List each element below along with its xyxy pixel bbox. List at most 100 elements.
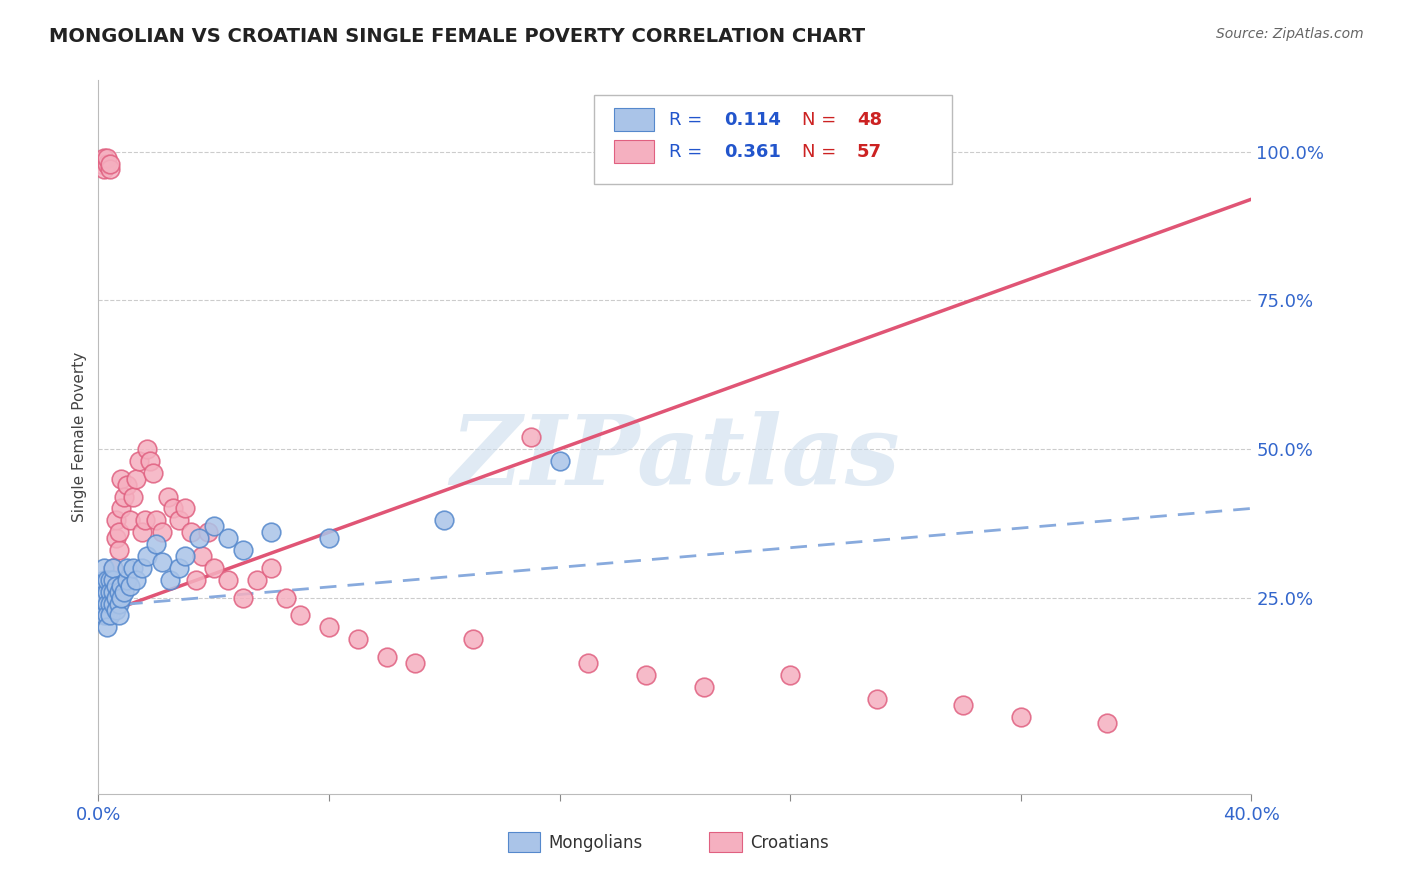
- FancyBboxPatch shape: [710, 832, 742, 853]
- Text: N =: N =: [801, 111, 842, 128]
- Point: [98, 597, 121, 611]
- Point: [217, 531, 239, 545]
- Point: [202, 561, 225, 575]
- Point: [112, 584, 135, 599]
- Point: [167, 513, 190, 527]
- Text: R =: R =: [669, 143, 709, 161]
- Text: ZIPatlas: ZIPatlas: [450, 411, 900, 506]
- Point: [131, 561, 153, 575]
- Point: [101, 561, 124, 575]
- Point: [461, 632, 484, 647]
- Text: 57: 57: [858, 143, 882, 161]
- Point: [952, 698, 974, 712]
- Point: [96, 573, 118, 587]
- Point: [180, 525, 202, 540]
- Text: MONGOLIAN VS CROATIAN SINGLE FEMALE POVERTY CORRELATION CHART: MONGOLIAN VS CROATIAN SINGLE FEMALE POVE…: [49, 27, 865, 45]
- Point: [93, 151, 115, 165]
- Point: [405, 656, 427, 670]
- Point: [156, 490, 179, 504]
- Point: [117, 573, 139, 587]
- Point: [120, 579, 142, 593]
- Point: [136, 442, 159, 456]
- Point: [231, 543, 254, 558]
- Point: [1010, 709, 1032, 723]
- Text: R =: R =: [669, 111, 709, 128]
- Point: [260, 561, 283, 575]
- Point: [202, 519, 225, 533]
- Point: [98, 162, 121, 177]
- Point: [107, 608, 129, 623]
- Point: [96, 151, 118, 165]
- Point: [375, 650, 398, 665]
- Point: [274, 591, 297, 605]
- Point: [101, 597, 124, 611]
- Point: [110, 591, 132, 605]
- Point: [101, 573, 124, 587]
- Point: [167, 561, 190, 575]
- FancyBboxPatch shape: [595, 95, 952, 184]
- Point: [98, 573, 121, 587]
- Point: [136, 549, 159, 563]
- Point: [217, 573, 239, 587]
- Point: [246, 573, 269, 587]
- Point: [104, 579, 127, 593]
- Text: Mongolians: Mongolians: [548, 834, 643, 852]
- Point: [93, 591, 115, 605]
- Point: [107, 584, 129, 599]
- Point: [107, 597, 129, 611]
- Point: [93, 573, 115, 587]
- Point: [117, 477, 139, 491]
- Point: [96, 620, 118, 634]
- Point: [96, 597, 118, 611]
- Point: [131, 525, 153, 540]
- Point: [548, 454, 571, 468]
- Point: [90, 156, 112, 170]
- FancyBboxPatch shape: [614, 108, 654, 131]
- Y-axis label: Single Female Poverty: Single Female Poverty: [72, 352, 87, 522]
- Point: [145, 513, 167, 527]
- FancyBboxPatch shape: [508, 832, 540, 853]
- Point: [93, 162, 115, 177]
- Point: [104, 531, 127, 545]
- Point: [101, 584, 124, 599]
- Point: [101, 573, 124, 587]
- Point: [318, 620, 340, 634]
- Point: [139, 454, 162, 468]
- Point: [104, 591, 127, 605]
- Point: [433, 513, 456, 527]
- Point: [117, 561, 139, 575]
- Point: [96, 156, 118, 170]
- Point: [120, 513, 142, 527]
- Point: [150, 525, 173, 540]
- Point: [98, 584, 121, 599]
- Point: [318, 531, 340, 545]
- Point: [174, 501, 197, 516]
- Text: Source: ZipAtlas.com: Source: ZipAtlas.com: [1216, 27, 1364, 41]
- Point: [197, 525, 219, 540]
- Point: [128, 454, 150, 468]
- Point: [520, 430, 543, 444]
- Point: [107, 525, 129, 540]
- Point: [93, 561, 115, 575]
- Point: [98, 608, 121, 623]
- Point: [112, 490, 135, 504]
- Point: [174, 549, 197, 563]
- Point: [150, 555, 173, 569]
- Text: 0.114: 0.114: [724, 111, 782, 128]
- Point: [186, 573, 208, 587]
- Point: [188, 531, 211, 545]
- Point: [96, 584, 118, 599]
- Point: [98, 156, 121, 170]
- Point: [96, 608, 118, 623]
- Point: [90, 579, 112, 593]
- Point: [104, 513, 127, 527]
- Point: [90, 597, 112, 611]
- Point: [110, 472, 132, 486]
- Point: [125, 472, 148, 486]
- Point: [693, 680, 716, 694]
- FancyBboxPatch shape: [614, 140, 654, 163]
- Point: [122, 490, 145, 504]
- Point: [142, 466, 165, 480]
- Point: [779, 668, 801, 682]
- Point: [101, 561, 124, 575]
